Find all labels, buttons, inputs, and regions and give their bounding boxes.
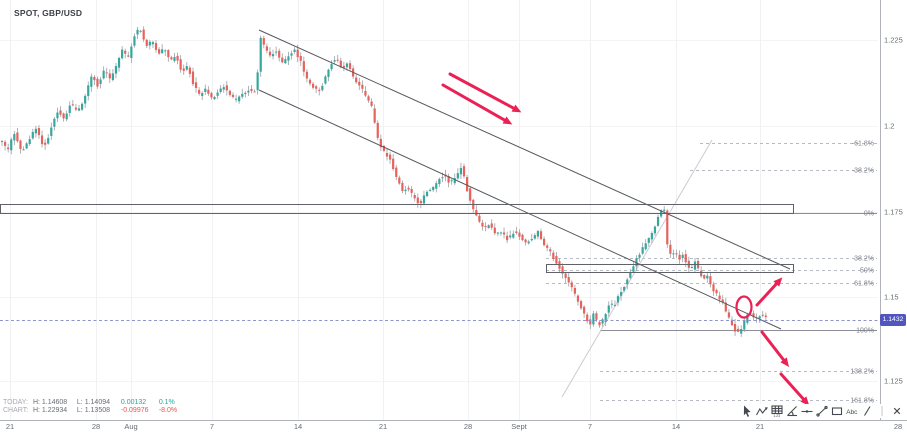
legend-today-change: 0.00132 — [120, 399, 147, 406]
time-tick-label: 7 — [210, 422, 214, 431]
time-tick-label: 28 — [92, 422, 100, 431]
fib-level-label: 100% — [856, 328, 874, 335]
fib-grid-icon: 1.23 — [771, 405, 783, 418]
tool-trend-angle[interactable] — [785, 404, 799, 418]
time-tick-label: Sept — [511, 422, 527, 431]
fib-level-label: 138.2% — [850, 369, 874, 376]
last-price-badge: 1.1432 — [880, 314, 906, 326]
down-channel-arrow-2 — [441, 83, 513, 125]
polyline-icon — [756, 407, 768, 416]
price-tick-label: 1.225 — [884, 36, 903, 45]
tool-polyline[interactable] — [755, 404, 769, 418]
time-tick-label: 7 — [588, 422, 592, 431]
symbol-title: SPOT, GBP/USD — [14, 8, 83, 18]
time-tick-label: Aug — [124, 422, 137, 431]
tool-slash[interactable] — [860, 404, 874, 418]
slash-icon — [864, 406, 871, 416]
rectangle-icon — [831, 407, 843, 416]
trend-channel — [258, 29, 791, 330]
legend-today-high: H: 1.14608 — [32, 399, 68, 406]
svg-text:1.23: 1.23 — [773, 414, 780, 418]
legend-chart-high: H: 1.22934 — [32, 407, 68, 414]
breakdown-arrow-2 — [779, 372, 810, 406]
legend-chart-label: CHART: — [3, 407, 29, 414]
tool-cursor[interactable] — [740, 404, 754, 418]
legend-today-change-pct: 0.1% — [158, 399, 175, 406]
tool-rectangle[interactable] — [830, 404, 844, 418]
time-tick-label: 21 — [379, 422, 387, 431]
tool-fib-grid[interactable]: 1.23 — [770, 404, 784, 418]
close-icon — [893, 407, 901, 415]
fib-level-label: 38.2% — [854, 256, 874, 263]
time-tick-label: 28 — [894, 422, 902, 431]
legend-today-label: TODAY: — [3, 399, 29, 406]
legend-chart-low: L: 1.13508 — [76, 407, 110, 414]
down-channel-arrow-1 — [448, 72, 522, 113]
fib-level-label: 61.8% — [854, 281, 874, 288]
svg-text:Abc: Abc — [846, 409, 858, 416]
horizontal-line-icon — [801, 410, 813, 413]
price-tick-label: 1.2 — [884, 122, 894, 131]
legend-chart-change: -0.09976 — [120, 407, 149, 414]
price-tick-label: 1.175 — [884, 208, 903, 217]
divider-icon — [881, 406, 883, 416]
tool-text[interactable]: Abc — [845, 404, 859, 418]
tool-close[interactable] — [890, 404, 904, 418]
breakout-up-arrow — [755, 277, 783, 307]
fib-baseline-diagonal — [561, 139, 713, 398]
time-tick-label: 14 — [672, 422, 680, 431]
fib-level-label: 161.8% — [850, 398, 874, 405]
breakdown-arrow-1 — [760, 330, 790, 367]
legend-today-low: L: 1.14094 — [76, 399, 110, 406]
fib-level-label: -38.2% — [852, 168, 874, 175]
drawing-toolbar: 1.23 Abc — [739, 404, 905, 418]
price-tick-label: 1.15 — [884, 293, 899, 302]
legend-row-today: TODAY: H: 1.14608 L: 1.14094 0.00132 0.1… — [3, 399, 183, 407]
trend-angle-icon — [787, 406, 797, 417]
resistance-rectangles — [0, 204, 794, 273]
text-icon: Abc — [846, 409, 858, 416]
gridlines — [0, 0, 878, 420]
fib-level-label: 0% — [864, 211, 874, 218]
price-tick-label: 1.125 — [884, 377, 903, 386]
tool-horizontal-line[interactable] — [800, 404, 814, 418]
cursor-icon — [743, 405, 751, 417]
time-tick-label: 14 — [294, 422, 302, 431]
price-axis[interactable] — [880, 0, 907, 420]
highlight-ellipse — [735, 295, 753, 319]
legend-chart-change-pct: -8.0% — [158, 407, 178, 414]
tool-trend-line[interactable] — [815, 404, 829, 418]
fib-level-label: -61.8% — [852, 141, 874, 148]
hand-drawn-annotations — [441, 72, 810, 406]
ohlc-legend: TODAY: H: 1.14608 L: 1.14094 0.00132 0.1… — [3, 399, 183, 415]
tool-divider — [875, 404, 889, 418]
time-tick-label: 21 — [6, 422, 14, 431]
time-tick-label: 21 — [756, 422, 764, 431]
time-axis[interactable] — [0, 420, 907, 432]
fib-level-label: 50% — [860, 268, 874, 275]
time-tick-label: 28 — [464, 422, 472, 431]
trend-line-icon — [816, 405, 828, 417]
legend-row-chart: CHART: H: 1.22934 L: 1.13508 -0.09976 -8… — [3, 407, 183, 415]
